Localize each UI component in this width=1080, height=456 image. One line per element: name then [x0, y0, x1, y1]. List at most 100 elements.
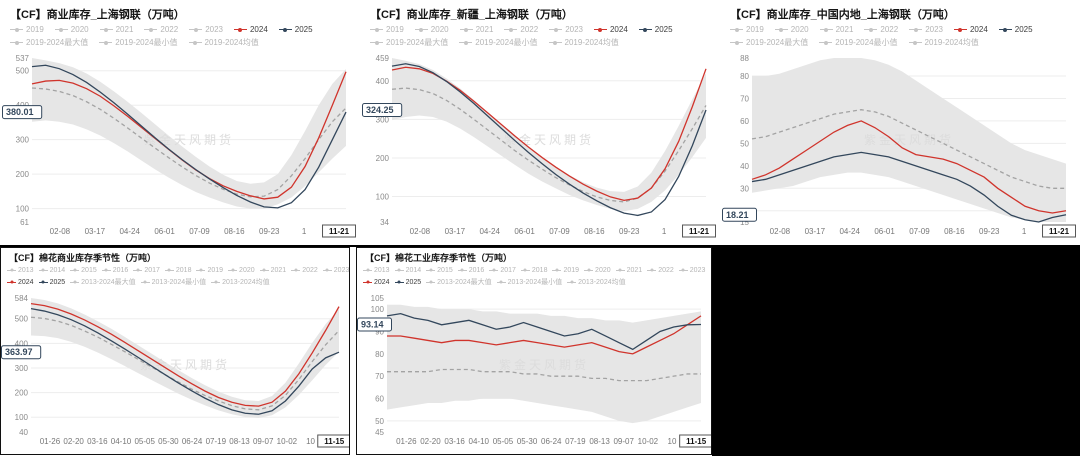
legend-item-2021[interactable]: 2021 — [99, 25, 133, 34]
legend-item-2019-2024最小值[interactable]: 2019-2024最小值 — [819, 37, 898, 48]
legend-marker-icon — [998, 27, 1012, 32]
chart-title: 【CF】商业库存_新疆_上海钢联（万吨） — [370, 9, 573, 21]
y-tick-label: 584 — [15, 294, 29, 303]
legend-item-2021[interactable]: 2021 — [459, 25, 493, 34]
legend-item-2019[interactable]: 2019 — [196, 267, 223, 274]
legend-item-2020[interactable]: 2020 — [774, 25, 809, 34]
x-tick-label: 07-09 — [189, 227, 210, 236]
legend-item-2013-2024最小值[interactable]: 2013-2024最小值 — [140, 277, 206, 287]
chart-panel-commercial-inventory-xinjiang: 【CF】商业库存_新疆_上海钢联（万吨） 2019 2020 2021 2022 202… — [362, 2, 717, 244]
legend-item-2020[interactable]: 2020 — [584, 267, 611, 274]
legend-item-2014[interactable]: 2014 — [38, 267, 65, 274]
legend-item-2019-2024最小值[interactable]: 2019-2024最小值 — [99, 37, 178, 48]
y-tick-label: 34 — [380, 218, 389, 227]
legend-item-2022[interactable]: 2022 — [144, 25, 178, 34]
legend-item-2015[interactable]: 2015 — [426, 267, 453, 274]
plot-host[interactable]: 紫金天风期货5376150040030020010002-0803-1704-2… — [2, 50, 357, 244]
legend-item-2024[interactable]: 2024 — [7, 279, 34, 286]
legend-marker-icon — [7, 268, 16, 272]
legend-item-2020[interactable]: 2020 — [414, 25, 449, 34]
line-2025 — [751, 151, 1067, 223]
legend-item-2023[interactable]: 2023 — [549, 25, 583, 34]
legend-item-2014[interactable]: 2014 — [394, 267, 421, 274]
legend-item-2016[interactable]: 2016 — [101, 267, 128, 274]
legend-item-2023[interactable]: 2023 — [909, 25, 943, 34]
x-tick-label: 08-16 — [944, 227, 965, 236]
legend-item-2019-2024均值[interactable]: 2019-2024均值 — [548, 37, 619, 48]
legend-item-2013-2024均值[interactable]: 2013-2024均值 — [211, 277, 270, 287]
legend-item-2019-2024最大值[interactable]: 2019-2024最大值 — [730, 37, 808, 48]
legend-item-2013-2024最大值[interactable]: 2013-2024最大值 — [70, 277, 136, 287]
legend-item-2023[interactable]: 2023 — [189, 25, 223, 34]
legend-label: 2019-2024均值 — [564, 38, 619, 47]
legend-item-2022[interactable]: 2022 — [504, 25, 538, 34]
legend-item-2025[interactable]: 2025 — [38, 279, 65, 286]
legend-item-2024[interactable]: 2024 — [233, 25, 268, 34]
legend-item-2021[interactable]: 2021 — [819, 25, 853, 34]
legend-item-2018[interactable]: 2018 — [164, 267, 191, 274]
legend-item-2019[interactable]: 2019 — [10, 25, 44, 34]
legend-row: 2013 2014 2015 2016 2017 2018 2019 2020 2021 2022… — [7, 264, 349, 276]
legend-item-2020[interactable]: 2020 — [54, 25, 89, 34]
legend-item-2018[interactable]: 2018 — [520, 267, 547, 274]
legend-item-2021[interactable]: 2021 — [615, 267, 642, 274]
legend-item-2019[interactable]: 2019 — [730, 25, 764, 34]
plot-area[interactable]: 紫金天风期货 584 40 500 400 300 200 100 01-26 02-20 03-1… — [1, 290, 352, 454]
plot-area[interactable]: 紫金天风期货88158070605040302002-0803-1704-240… — [722, 50, 1077, 244]
legend-item-2017[interactable]: 2017 — [489, 267, 516, 274]
legend-item-2022[interactable]: 2022 — [647, 267, 674, 274]
watermark: 紫金天风期货 — [499, 357, 589, 372]
legend-item-2017[interactable]: 2017 — [133, 267, 160, 274]
legend-item-2015[interactable]: 2015 — [70, 267, 97, 274]
x-highlight-box — [322, 224, 357, 238]
legend-item-2013[interactable]: 2013 — [363, 267, 390, 274]
legend-label: 2022 — [880, 25, 899, 34]
plot-host[interactable]: 紫金天风期货 584 40 500 400 300 200 100 01-26 02-20 03-1… — [1, 290, 352, 454]
legend-item-2024[interactable]: 2024 — [953, 25, 988, 34]
legend-item-2022[interactable]: 2022 — [864, 25, 898, 34]
legend-item-2025[interactable]: 2025 — [638, 25, 673, 34]
row-divider — [0, 245, 1080, 247]
legend-item-2019-2024最大值[interactable]: 2019-2024最大值 — [10, 37, 88, 48]
legend-item-2025[interactable]: 2025 — [998, 25, 1033, 34]
legend-item-2024[interactable]: 2024 — [363, 279, 390, 286]
plot-host[interactable]: 紫金天风期货88158070605040302002-0803-1704-240… — [722, 50, 1077, 244]
plot-area[interactable]: 紫金天风期货5376150040030020010002-0803-1704-2… — [2, 50, 357, 244]
legend-item-2025[interactable]: 2025 — [278, 25, 313, 34]
legend-marker-icon — [819, 27, 833, 32]
legend-item-2013-2024最小值[interactable]: 2013-2024最小值 — [496, 277, 562, 287]
legend-item-2019[interactable]: 2019 — [552, 267, 579, 274]
legend-item-2021[interactable]: 2021 — [259, 267, 286, 274]
legend-marker-icon — [647, 268, 657, 272]
legend-item-2016[interactable]: 2016 — [457, 267, 484, 274]
legend-item-2013[interactable]: 2013 — [7, 267, 34, 274]
legend-item-2020[interactable]: 2020 — [228, 267, 255, 274]
legend-item-2019-2024均值[interactable]: 2019-2024均值 — [908, 37, 979, 48]
x-highlight-label: 11-21 — [1049, 227, 1070, 236]
chart-panel-cotton-industrial-seasonal: 【CF】棉花工业库存季节性（万吨） 2013 2014 2015 2016 2017 20… — [356, 247, 714, 455]
plot-host[interactable]: 紫金天风期货 105 45 100 90 80 70 60 50 01-26 02-20 03-16 0… — [357, 290, 714, 454]
legend-item-2022[interactable]: 2022 — [291, 267, 318, 274]
legend: 2013 2014 2015 2016 2017 2018 2019 2020 2021 2022… — [7, 264, 349, 288]
legend-marker-icon — [38, 280, 48, 284]
plot-area[interactable]: 紫金天风期货 459 34 400 300 200 100 02-08 03-17 04-24 06… — [362, 50, 717, 244]
legend-item-2024[interactable]: 2024 — [593, 25, 628, 34]
legend-item-2025[interactable]: 2025 — [394, 279, 421, 286]
legend-item-2019-2024均值[interactable]: 2019-2024均值 — [188, 37, 259, 48]
latest-value-callout — [2, 105, 43, 120]
legend: 2019 2020 2021 2022 2023 2024 2025 2019-2024最大值… — [10, 23, 354, 49]
legend-marker-icon — [144, 27, 158, 32]
legend-item-2019[interactable]: 2019 — [370, 25, 404, 34]
x-tick-label: 1 — [1022, 227, 1027, 236]
legend-label: 2013-2024均值 — [578, 279, 626, 286]
legend-item-2023[interactable]: 2023 — [322, 267, 349, 274]
legend-item-2019-2024最小值[interactable]: 2019-2024最小值 — [459, 37, 538, 48]
y-tick-label: 80 — [375, 350, 384, 359]
x-tick-label: 10-02 — [277, 437, 298, 446]
plot-host[interactable]: 紫金天风期货 459 34 400 300 200 100 02-08 03-17 04-24 06… — [362, 50, 717, 244]
plot-area[interactable]: 紫金天风期货 105 45 100 90 80 70 60 50 01-26 02-20 03-16 0… — [357, 290, 714, 454]
legend-item-2019-2024最大值[interactable]: 2019-2024最大值 — [370, 37, 448, 48]
legend-item-2013-2024均值[interactable]: 2013-2024均值 — [567, 277, 626, 287]
legend-item-2013-2024最大值[interactable]: 2013-2024最大值 — [426, 277, 492, 287]
legend-item-2023[interactable]: 2023 — [678, 267, 705, 274]
